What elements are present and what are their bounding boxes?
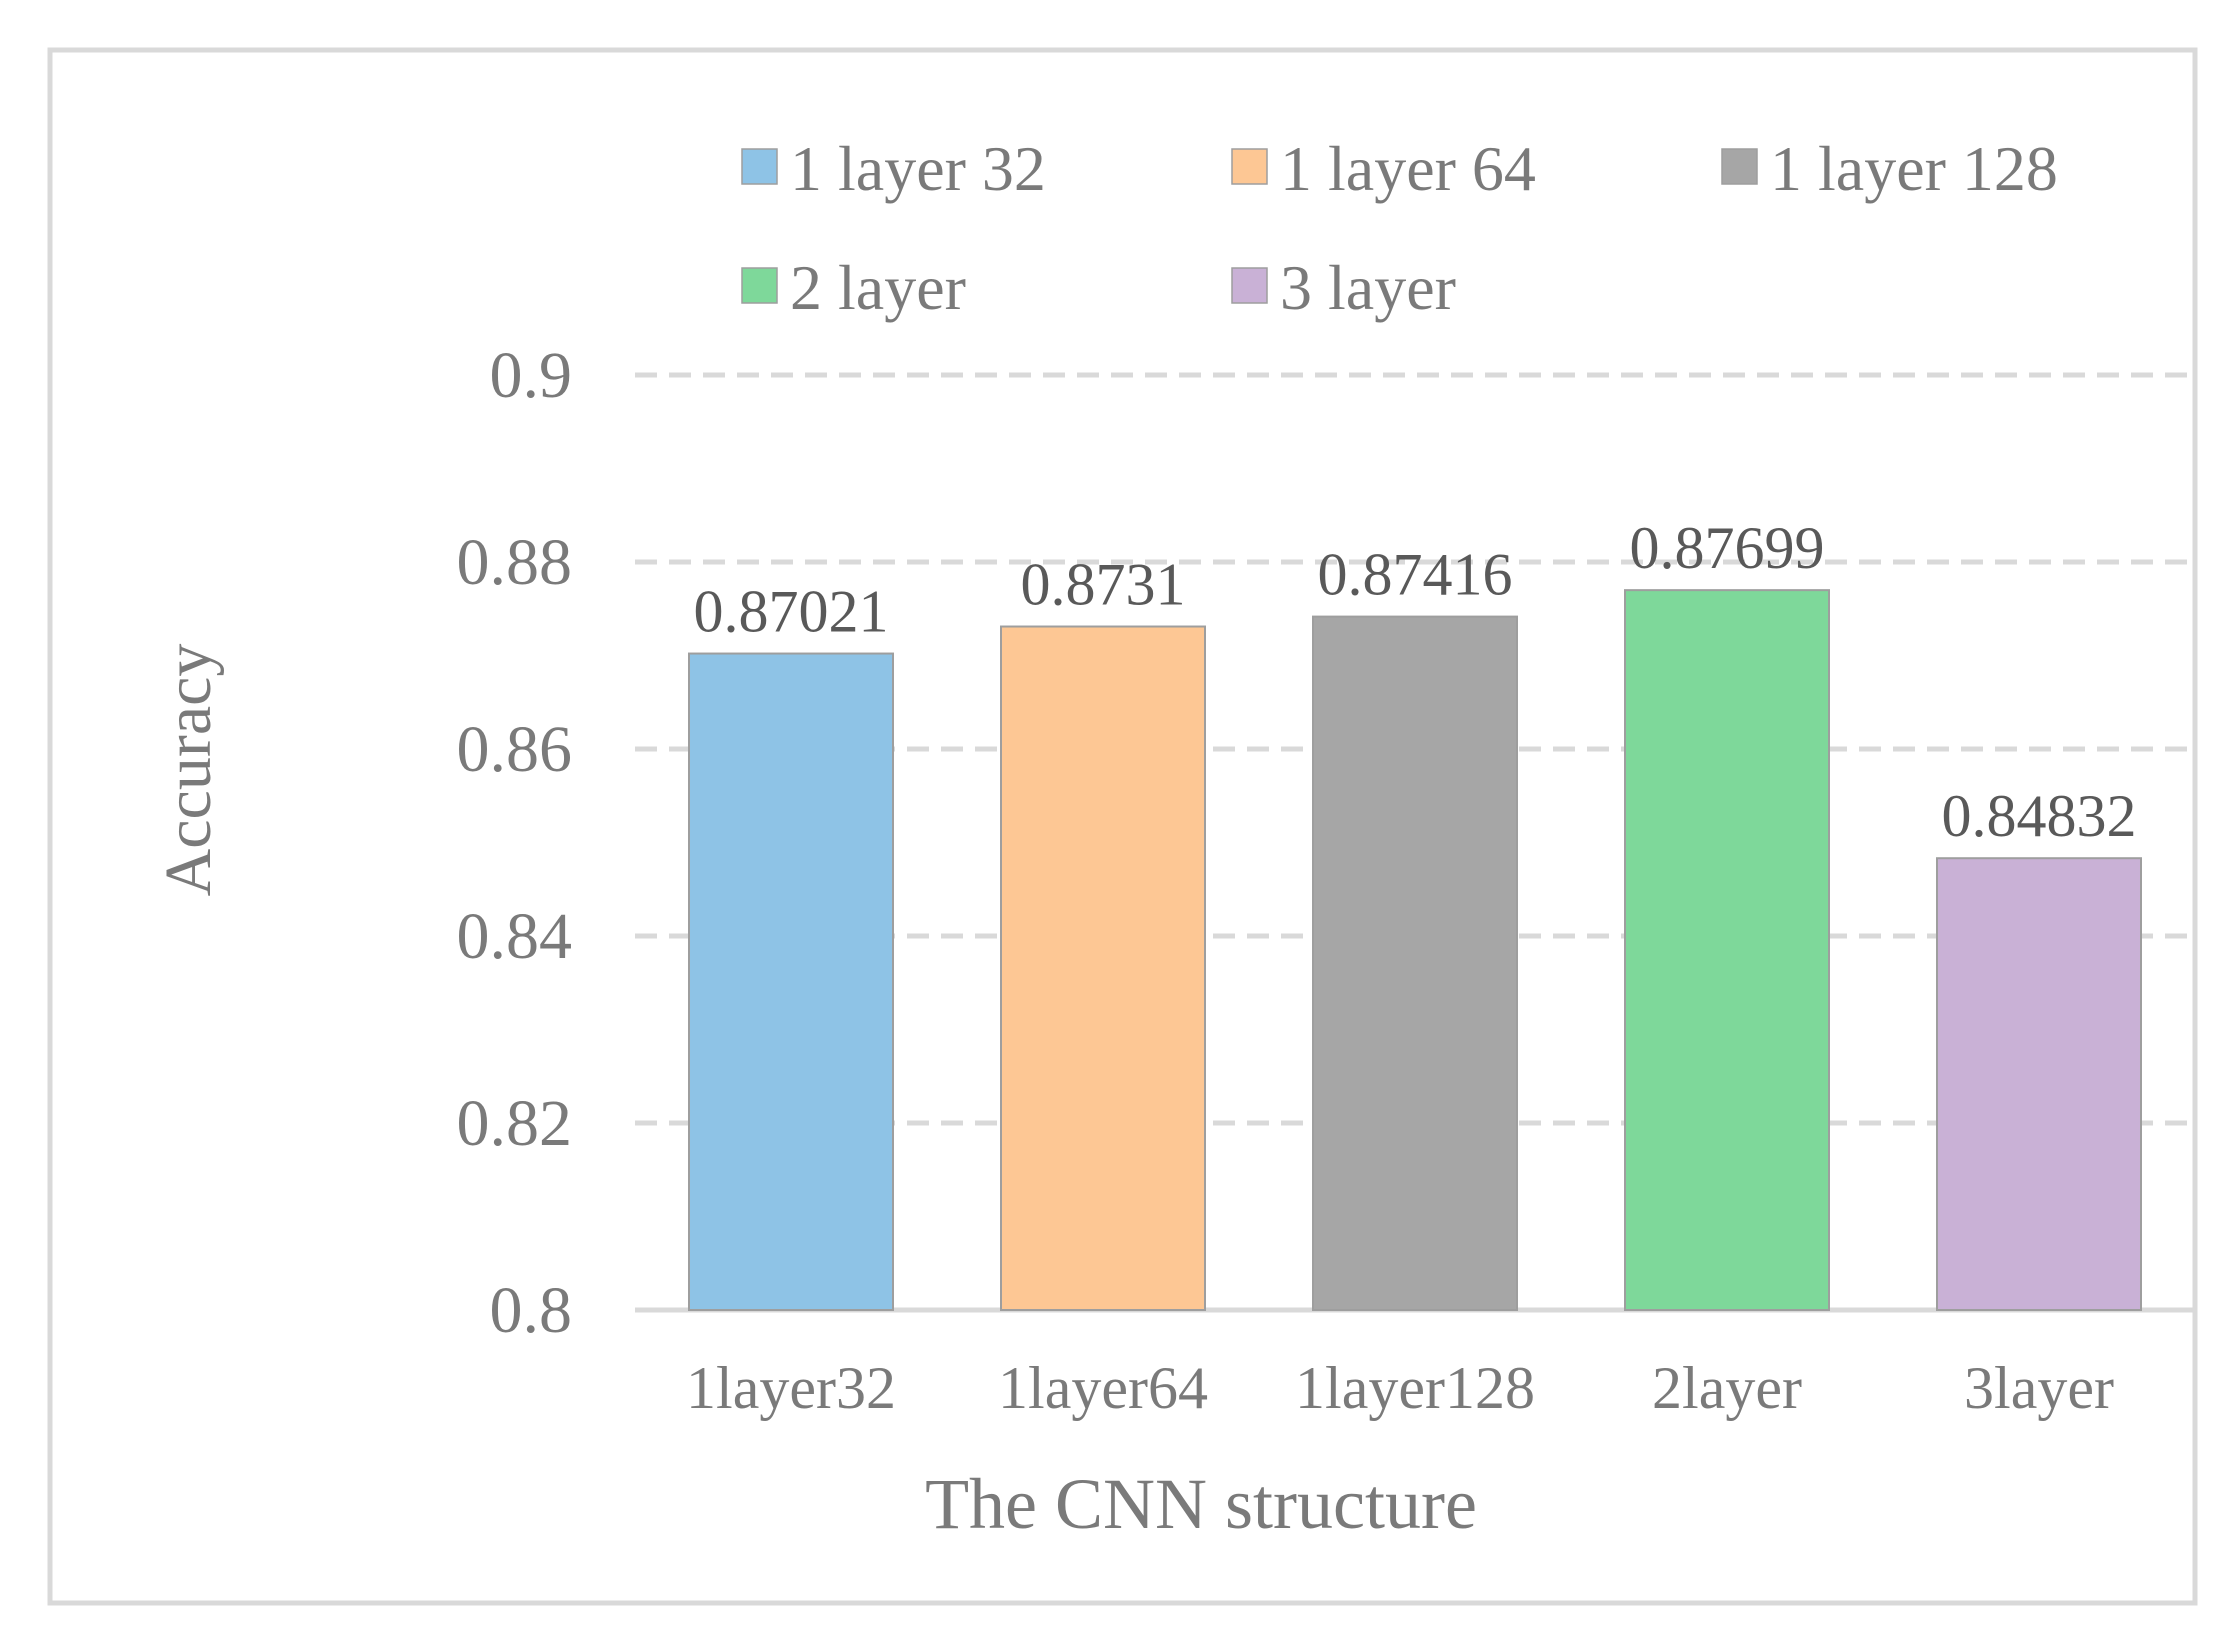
x-axis-title: The CNN structure (925, 1464, 1477, 1544)
y-tick-label: 0.84 (457, 900, 573, 973)
data-label: 0.87699 (1630, 515, 1825, 581)
bar-1layer64 (1000, 625, 1206, 1311)
y-tick-label: 0.88 (457, 526, 573, 599)
gridlines (635, 372, 2195, 1313)
bar-3layer (1936, 857, 2142, 1311)
legend: 1 layer 32 1 layer 64 1 layer 128 2 layer 3 … (741, 133, 2058, 323)
y-axis-ticks: 0.8 0.82 0.84 0.86 0.88 0.9 (457, 339, 573, 1347)
legend-label: 3 layer (1280, 252, 1456, 323)
legend-label: 1 layer 128 (1770, 133, 2058, 204)
data-label: 0.84832 (1942, 783, 2137, 849)
legend-swatch (1231, 148, 1268, 185)
x-tick-label: 1layer128 (1295, 1355, 1535, 1421)
data-label: 0.8731 (1021, 552, 1186, 618)
y-tick-label: 0.9 (490, 339, 573, 412)
data-labels: 0.87021 0.8731 0.87416 0.87699 0.84832 (694, 515, 2137, 849)
legend-swatch (1721, 148, 1758, 185)
legend-swatch (1231, 267, 1268, 304)
x-axis-ticks: 1layer32 1layer64 1layer128 2layer 3layer (686, 1355, 2114, 1421)
x-tick-label: 2layer (1652, 1355, 1802, 1421)
bars (688, 589, 2142, 1311)
data-label: 0.87416 (1318, 542, 1513, 608)
x-tick-label: 1layer64 (998, 1355, 1208, 1421)
y-tick-label: 0.86 (457, 713, 573, 786)
legend-label: 2 layer (790, 252, 966, 323)
bar-1layer32 (688, 652, 894, 1311)
x-tick-label: 3layer (1964, 1355, 2114, 1421)
x-tick-label: 1layer32 (686, 1355, 896, 1421)
y-tick-label: 0.8 (490, 1274, 573, 1347)
bar-2layer (1624, 589, 1830, 1311)
data-label: 0.87021 (694, 579, 889, 645)
y-tick-label: 0.82 (457, 1087, 573, 1160)
bar-1layer128 (1312, 615, 1518, 1311)
legend-swatch (741, 267, 778, 304)
legend-swatch (741, 148, 778, 185)
legend-label: 1 layer 32 (790, 133, 1046, 204)
legend-label: 1 layer 64 (1280, 133, 1536, 204)
y-axis-title: Accuracy (152, 644, 225, 897)
